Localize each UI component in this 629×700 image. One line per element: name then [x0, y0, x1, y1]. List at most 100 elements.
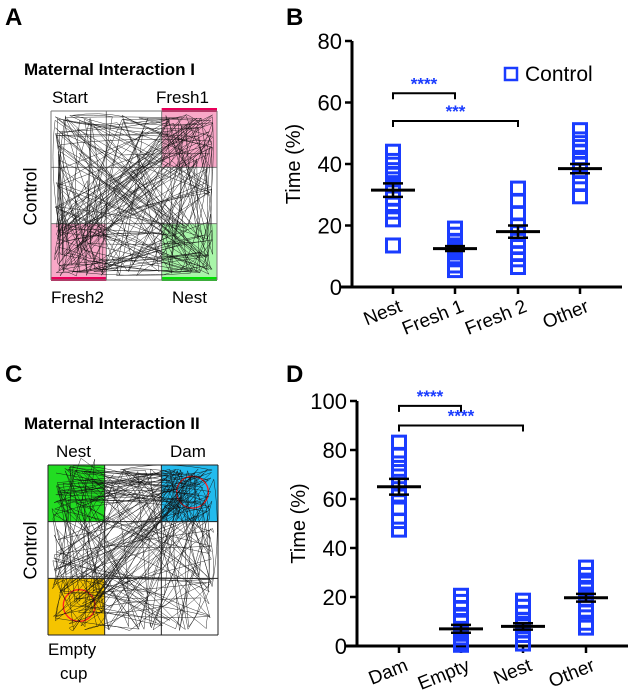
zone-nest [161, 223, 217, 280]
data-point [578, 596, 594, 613]
y-tick-label: 40 [323, 536, 347, 561]
data-point [453, 600, 469, 617]
x-tick-label: Nest [491, 655, 536, 689]
x-tick-label: Fresh 2 [462, 296, 530, 340]
data-point [391, 488, 407, 505]
data-point [572, 162, 588, 179]
data-point [447, 220, 463, 237]
zone-dam-cup-circle [175, 475, 210, 509]
legend-label: Control [525, 63, 593, 86]
significance-stars: **** [448, 407, 475, 426]
panel-letter-c: C [5, 361, 23, 388]
y-tick-label: 60 [318, 91, 342, 116]
legend-marker [503, 66, 519, 82]
x-tick-label: Other [540, 296, 593, 334]
zone-label-fresh2: Fresh2 [51, 288, 104, 307]
y-tick-label: 100 [310, 389, 347, 414]
data-point [578, 619, 594, 636]
y-tick-label: 20 [318, 214, 342, 239]
data-point [385, 143, 401, 160]
arena-a-title: Maternal Interaction I [24, 60, 195, 79]
data-point [578, 575, 594, 592]
data-point [510, 217, 526, 234]
data-point [453, 614, 469, 631]
data-point [572, 122, 588, 139]
trajectory-track [51, 457, 218, 632]
zone-dam [161, 465, 218, 522]
data-point [578, 586, 594, 603]
data-point [453, 620, 469, 637]
x-tick-label: Nest [361, 296, 406, 330]
data-point [510, 245, 526, 262]
data-point [391, 455, 407, 472]
panel-letter-d: D [286, 361, 304, 388]
data-point [453, 629, 469, 646]
data-point [447, 257, 463, 274]
significance-stars: **** [411, 74, 438, 93]
panel-letter-a: A [5, 4, 23, 31]
data-point [385, 166, 401, 183]
data-point [572, 188, 588, 205]
y-tick-label: 40 [318, 152, 342, 177]
data-point [447, 262, 463, 279]
data-point [385, 177, 401, 194]
data-point [515, 626, 531, 643]
data-point [391, 513, 407, 530]
trajectory-track [52, 113, 214, 277]
arena-c-title: Maternal Interaction II [24, 414, 200, 433]
data-point [510, 239, 526, 256]
data-point [515, 635, 531, 652]
data-point [572, 168, 588, 185]
data-point [385, 189, 401, 206]
data-point [447, 251, 463, 268]
data-point [447, 237, 463, 254]
data-point [515, 615, 531, 632]
zone-label-empty: Empty [48, 640, 97, 659]
side-label-control-c: Control [20, 521, 41, 580]
data-point [447, 242, 463, 259]
zone-label-nest-c: Nest [56, 442, 91, 461]
data-point [510, 225, 526, 242]
data-point [515, 622, 531, 639]
side-label-control-a: Control [20, 167, 41, 226]
zone-fresh2-bar [51, 277, 107, 281]
data-point [447, 243, 463, 260]
zone-label-cup: cup [60, 664, 88, 683]
data-point [510, 205, 526, 222]
zone-nest [48, 465, 105, 522]
data-point [515, 618, 531, 635]
data-point [572, 131, 588, 148]
data-point [453, 634, 469, 651]
zone-label-nest-a: Nest [172, 288, 207, 307]
data-point [572, 175, 588, 192]
significance-bracket [398, 424, 524, 432]
zone-fresh1-bar [161, 108, 217, 112]
significance-bracket [392, 119, 519, 127]
data-point [391, 481, 407, 498]
data-point [385, 195, 401, 212]
data-point [385, 211, 401, 228]
data-point [510, 259, 526, 276]
y-tick-label: 80 [318, 29, 342, 54]
data-point [515, 598, 531, 615]
data-point [447, 232, 463, 249]
y-axis-label: Time (%) [288, 483, 310, 563]
y-tick-label: 0 [330, 275, 342, 300]
x-tick-label: Dam [366, 655, 411, 690]
zone-fresh2 [51, 223, 107, 280]
data-point [578, 603, 594, 620]
data-point [515, 612, 531, 629]
data-point [391, 499, 407, 516]
data-point [391, 464, 407, 481]
zone-label-dam: Dam [170, 442, 206, 461]
y-tick-label: 20 [323, 585, 347, 610]
zone-fresh1 [161, 111, 217, 168]
data-point [515, 592, 531, 609]
data-point [391, 473, 407, 490]
data-point [385, 152, 401, 169]
significance-bracket [392, 92, 456, 100]
data-point [391, 434, 407, 451]
